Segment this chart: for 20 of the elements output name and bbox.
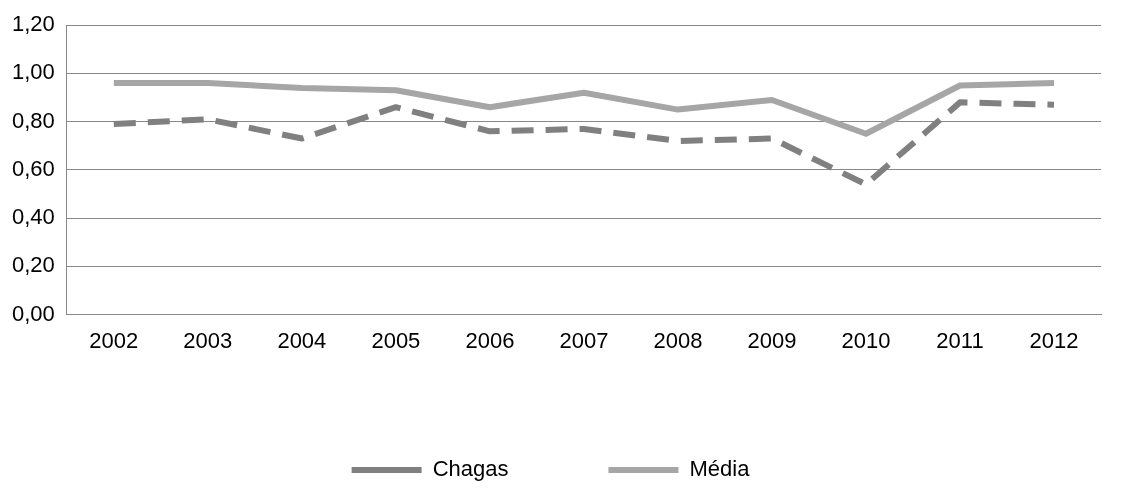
x-tick-label: 2007	[559, 327, 609, 353]
x-tick-label: 2011	[936, 327, 984, 353]
x-tick-label: 2012	[1029, 327, 1079, 353]
y-tick-label: 0,80	[11, 107, 55, 133]
y-tick-label: 0,60	[11, 155, 55, 181]
x-tick-label: 2005	[371, 327, 421, 353]
y-tick-label: 0,00	[11, 300, 55, 326]
y-tick-label: 0,20	[11, 252, 55, 278]
x-tick-label: 2004	[277, 327, 327, 353]
legend-label: Chagas	[432, 456, 509, 482]
x-tick-label: 2009	[747, 327, 797, 353]
x-tick-label: 2008	[653, 327, 703, 353]
x-tick-label: 2002	[89, 327, 139, 353]
y-tick-label: 0,40	[11, 204, 55, 230]
x-tick-label: 2010	[841, 327, 891, 353]
legend-label: Média	[689, 456, 751, 482]
y-tick-label: 1,00	[11, 59, 55, 85]
y-tick-label: 1,20	[11, 11, 55, 37]
x-tick-label: 2006	[465, 327, 515, 353]
x-tick-label: 2003	[183, 327, 233, 353]
